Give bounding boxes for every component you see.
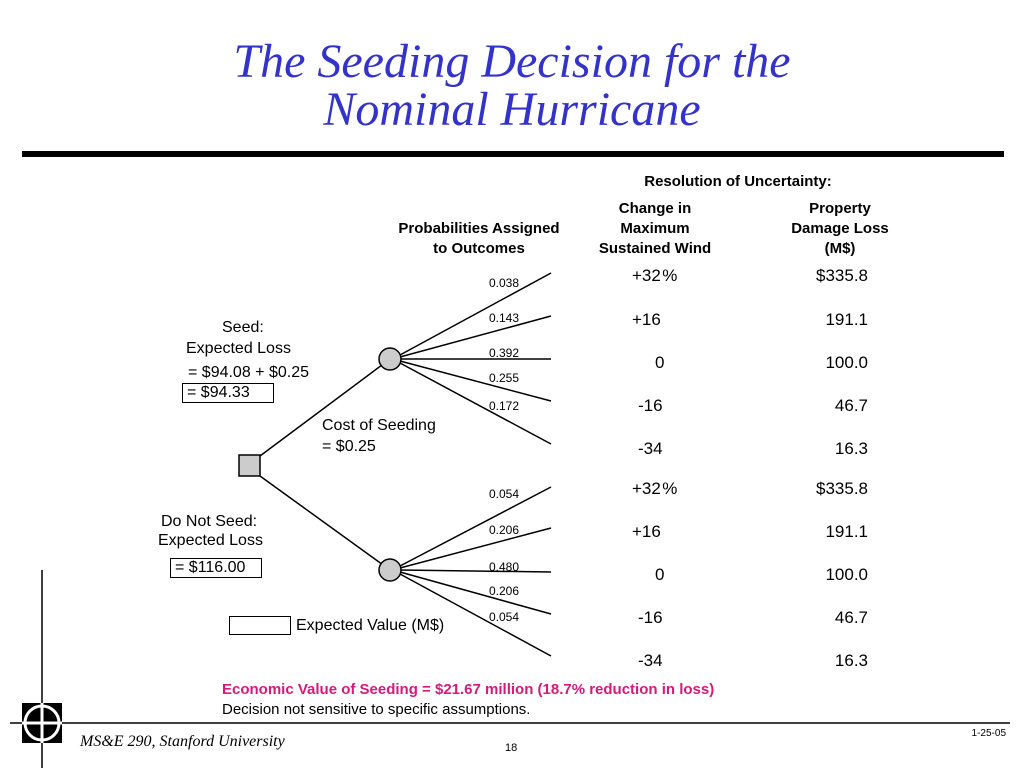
noseed-chance-node (378, 558, 402, 582)
slide-title: The Seeding Decision for the Nominal Hur… (0, 38, 1024, 134)
seed-label: Seed: (222, 319, 264, 336)
seed-damage-loss-1: $335.8 (816, 266, 868, 285)
seed-probability-4: 0.255 (489, 371, 520, 385)
no-seed-label: Do Not Seed: (161, 513, 258, 530)
noseed-wind-change-2: +16 (632, 522, 661, 541)
economic-value-statement: Economic Value of Seeding = $21.67 milli… (222, 681, 715, 698)
noseed-probability-3: 0.480 (489, 560, 520, 574)
title-line-2: Nominal Hurricane (323, 83, 701, 136)
branch-no-seed (259, 475, 391, 571)
probabilities-header: Probabilities Assigned to Outcomes (380, 219, 578, 259)
footer-course: MS&E 290, Stanford University (80, 733, 285, 750)
seed-branch-4 (399, 360, 552, 402)
sensitivity-note: Decision not sensitive to specific assum… (222, 701, 531, 718)
noseed-probability-1: 0.054 (489, 487, 520, 501)
seed-branch-2 (399, 315, 552, 358)
probabilities-header-line-1: Probabilities Assigned (398, 220, 560, 237)
cost-of-seeding-value: = $0.25 (322, 438, 376, 455)
seed-probability-5: 0.172 (489, 399, 520, 413)
damage-header-line-3: (M$) (824, 240, 856, 257)
seed-wind-change-1: +32 % (632, 266, 678, 285)
seed-expected-loss-label: Expected Loss (186, 340, 291, 357)
seed-damage-loss-5: 16.3 (834, 439, 868, 458)
probabilities-header-line-2: to Outcomes (433, 240, 525, 257)
noseed-probability-5: 0.054 (489, 610, 520, 624)
damage-header-line-2: Damage Loss (791, 220, 889, 237)
damage-header-line-1: Property (809, 200, 871, 217)
noseed-branch-2 (399, 527, 552, 569)
legend-box (229, 616, 291, 635)
title-rule (22, 151, 1004, 157)
noseed-branch-3 (399, 569, 552, 573)
noseed-wind-change-3: 0 (655, 565, 665, 584)
no-seed-expected-loss-label: Expected Loss (158, 532, 263, 549)
wind-header-line-2: Maximum (620, 220, 690, 237)
noseed-branch-5 (399, 573, 552, 657)
noseed-wind-change-1: +32 % (632, 479, 678, 498)
legend-label: Expected Value (M$) (296, 617, 445, 634)
seed-probability-2: 0.143 (489, 311, 520, 325)
seed-wind-change-5: -34 (638, 439, 663, 458)
seed-branch-5 (399, 362, 552, 445)
noseed-damage-loss-5: 16.3 (834, 651, 868, 670)
noseed-damage-loss-1: $335.8 (816, 479, 868, 498)
noseed-branch-4 (399, 571, 552, 615)
noseed-wind-change-5: -34 (638, 651, 663, 670)
seed-probability-3: 0.392 (489, 346, 520, 360)
noseed-probability-4: 0.206 (489, 584, 520, 598)
wind-header-line-3: Sustained Wind (598, 240, 712, 257)
wind-header-line-1: Change in (618, 200, 692, 217)
seed-damage-loss-3: 100.0 (825, 353, 868, 372)
seed-damage-loss-4: 46.7 (834, 396, 868, 415)
noseed-damage-loss-2: 191.1 (825, 522, 868, 541)
resolution-header: Resolution of Uncertainty: (644, 173, 832, 190)
seed-wind-change-2: +16 (632, 310, 661, 329)
noseed-wind-change-4: -16 (638, 608, 663, 627)
decision-node (238, 454, 261, 477)
seed-wind-change-3: 0 (655, 353, 665, 372)
branch-seed (259, 358, 391, 457)
seed-chance-node (378, 347, 402, 371)
seed-expected-value-box: = $94.33 (182, 383, 274, 403)
seed-probability-1: 0.038 (489, 276, 520, 290)
footer-date: 1-25-05 (971, 728, 1006, 739)
wind-change-header: Change in Maximum Sustained Wind (580, 199, 730, 259)
page-number: 18 (505, 742, 518, 754)
seed-wind-change-4: -16 (638, 396, 663, 415)
noseed-damage-loss-3: 100.0 (825, 565, 868, 584)
damage-loss-header: Property Damage Loss (M$) (770, 199, 910, 259)
noseed-damage-loss-4: 46.7 (834, 608, 868, 627)
no-seed-expected-value-box: = $116.00 (170, 558, 262, 578)
title-line-1: The Seeding Decision for the (233, 35, 791, 88)
noseed-probability-2: 0.206 (489, 523, 520, 537)
seed-expected-loss-calc: = $94.08 + $0.25 (188, 364, 309, 381)
seed-branch-1 (399, 272, 552, 356)
noseed-branch-1 (399, 486, 552, 567)
cost-of-seeding-label: Cost of Seeding (322, 417, 436, 434)
seed-damage-loss-2: 191.1 (825, 310, 868, 329)
